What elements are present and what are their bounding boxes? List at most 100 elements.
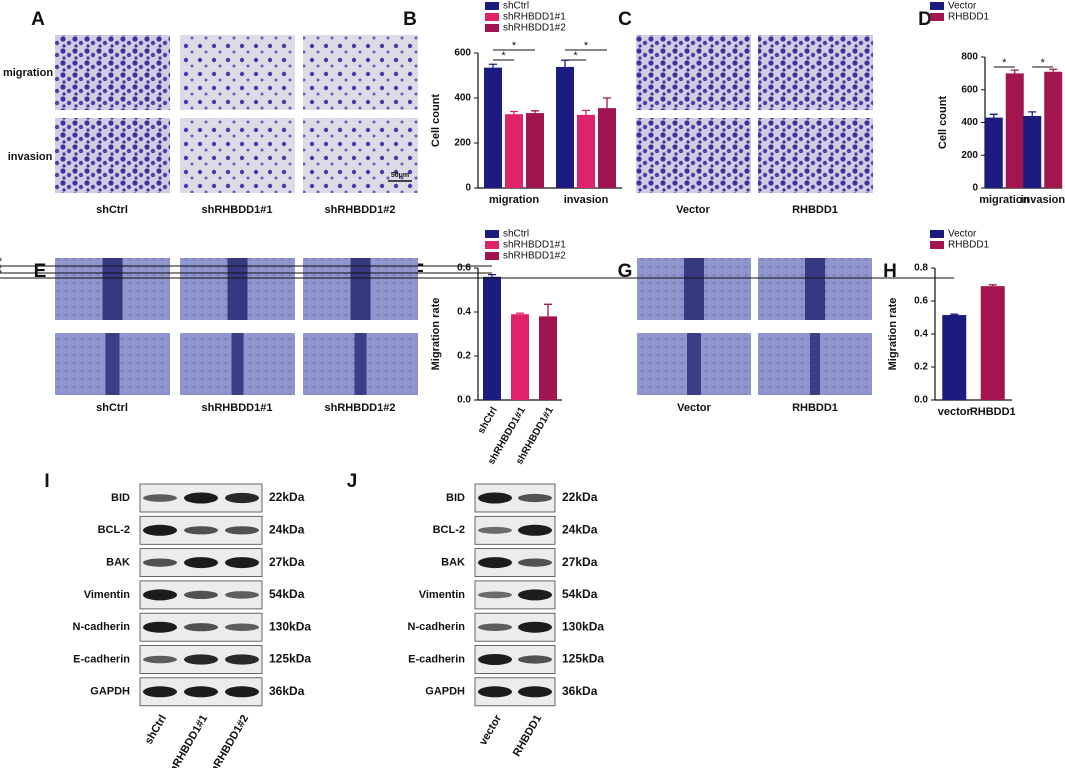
size-label: 125kDa [562,652,604,666]
band [143,494,177,502]
column-label: shRHBDD1#1 [202,402,273,414]
legend-label: shCtrl [503,1,529,12]
panel-letter: E [34,261,47,282]
band [143,686,177,698]
micrograph [758,118,873,193]
legend-swatch [485,252,499,260]
band [225,623,259,631]
band [518,655,552,664]
legend-label: RHBDD1 [948,240,990,251]
legend-label: Vector [948,1,977,12]
column-label: Vector [676,204,710,216]
legend-label: RHBDD1 [948,12,990,23]
band [518,589,552,601]
lane-label: shRHBDD1#2 [205,713,251,768]
y-axis-label: Cell count [937,96,949,150]
band [184,526,218,535]
column-label: shRHBDD1#2 [325,204,396,216]
bar [1005,73,1024,188]
error-bar [989,113,998,118]
legend-swatch [930,2,944,10]
size-label: 22kDa [562,490,598,504]
bar [942,315,967,400]
x-tick-label: invasion [564,194,609,206]
significance-mark: * [501,50,506,62]
error-bar [544,303,552,317]
column-label: shCtrl [96,402,128,414]
band [518,621,552,633]
protein-label: N-cadherin [408,621,466,633]
panel-letter: D [918,9,932,30]
y-axis-label: Migration rate [430,298,442,371]
band [225,591,259,599]
band [143,621,177,633]
column-label: Vector [677,402,711,414]
micrograph [55,118,170,193]
legend-swatch [485,241,499,249]
legend-swatch [930,13,944,21]
y-tick-label: 0.0 [457,395,471,406]
micrograph [180,118,295,193]
protein-label: N-cadherin [73,621,131,633]
lane-label: vector [477,712,504,747]
error-bar [988,284,997,287]
bar [484,67,502,188]
band [184,623,218,632]
error-bar [1028,111,1037,116]
wound-gap [102,258,123,320]
wound-gap [227,258,248,320]
band [143,524,177,536]
bar [526,113,544,188]
bar [505,114,523,188]
column-label: RHBDD1 [792,402,838,414]
wound-gap [231,333,244,395]
protein-label: BAK [441,557,465,569]
size-label: 22kDa [269,490,305,504]
y-tick-label: 0 [972,183,978,194]
error-bar [950,313,959,316]
row-label: invasion [8,151,53,163]
legend-swatch [485,24,499,32]
legend-swatch [485,13,499,21]
y-axis-label: Cell count [430,94,442,148]
panel-letter: A [31,9,45,30]
micrograph [636,35,751,110]
band [184,492,218,504]
wound-gap [810,333,820,395]
band [478,526,512,534]
protein-label: E-cadherin [408,653,465,665]
size-label: 27kDa [269,555,305,569]
band [518,524,552,536]
band [143,655,177,664]
y-tick-label: 600 [454,48,471,59]
band [184,654,218,665]
y-tick-label: 200 [961,150,978,161]
legend-label: shRHBDD1#1 [503,12,566,23]
significance-mark: * [0,268,3,280]
band [184,590,218,600]
y-tick-label: 0.0 [914,395,928,406]
protein-label: BCL-2 [433,524,465,536]
column-label: RHBDD1 [792,204,838,216]
significance-mark: * [0,263,3,275]
band [225,526,259,535]
protein-label: BID [111,492,130,504]
y-tick-label: 0 [465,183,471,194]
legend-swatch [930,230,944,238]
lane-label: shRHBDD1#1 [164,713,210,768]
error-bar [488,273,496,277]
size-label: 54kDa [269,587,305,601]
micrograph [55,35,170,110]
protein-label: GAPDH [425,686,465,698]
bar [556,66,574,188]
band [518,558,552,567]
x-tick-label: invasion [1020,194,1065,206]
bar [539,316,557,400]
bar [984,117,1003,188]
x-tick-label: shCtrl [476,405,500,436]
legend-label: Vector [948,229,977,240]
micrograph [303,35,418,110]
error-bar [1049,68,1058,72]
band [478,623,512,631]
size-label: 130kDa [269,619,311,633]
